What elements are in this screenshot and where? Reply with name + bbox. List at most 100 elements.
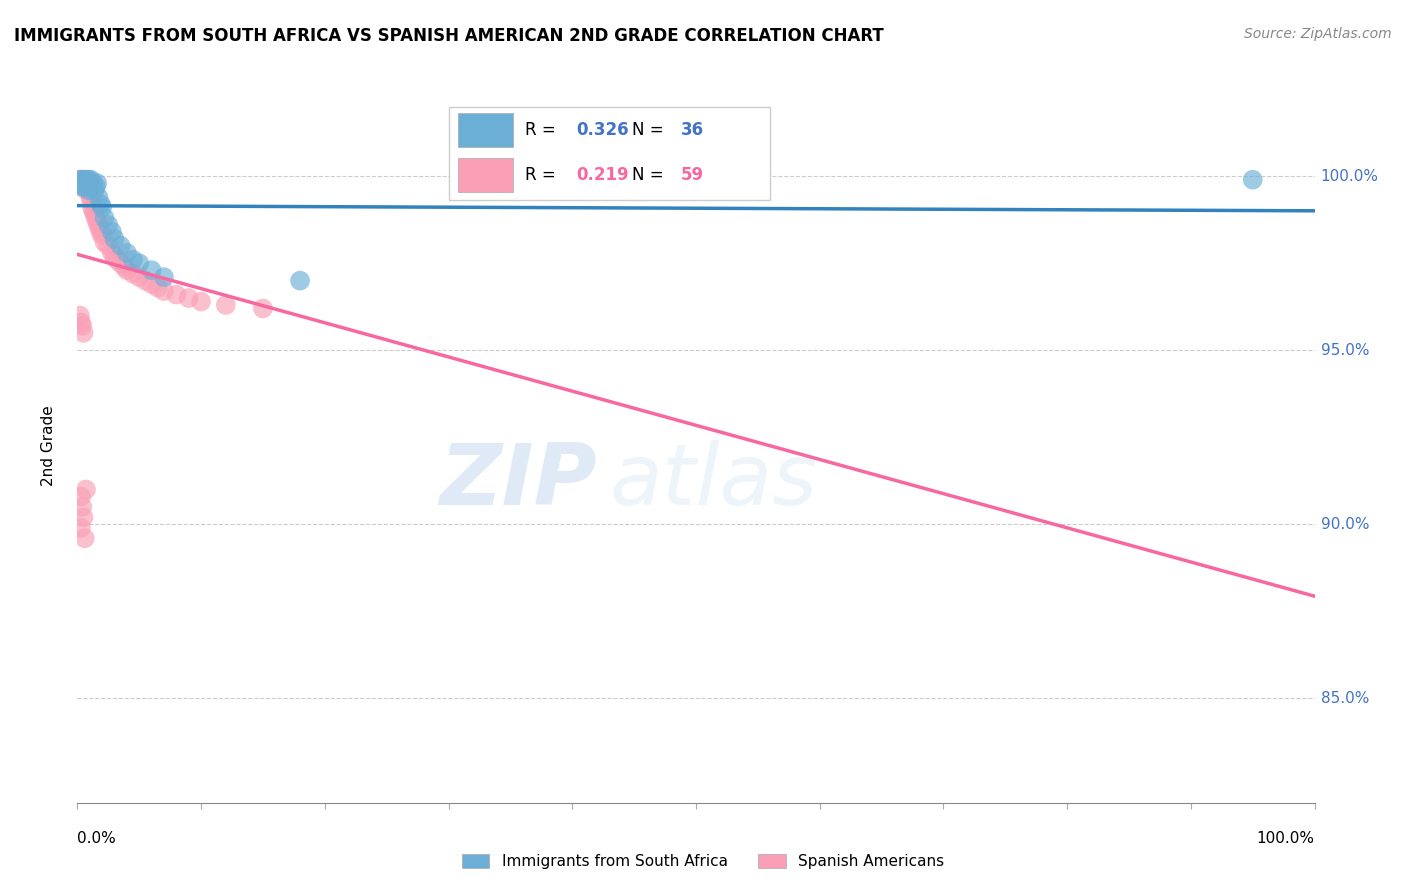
Point [76,179,98,194]
Text: 100.0%: 100.0% [1320,169,1379,184]
Point [90,225,112,239]
Point [105,252,128,267]
Point [91,201,114,215]
Point [79,179,101,194]
Text: ZIP: ZIP [439,440,598,524]
Point [1241,172,1264,186]
Point [77,172,100,186]
Point [110,239,132,253]
Point [84,211,107,225]
Point [112,260,135,274]
Point [86,214,108,228]
Point [89,221,111,235]
Point [80,190,103,204]
Point [153,270,176,285]
Point [90,197,112,211]
Point [110,256,132,270]
Point [82,204,104,219]
Point [93,235,115,250]
Point [69,172,91,186]
Text: 0.219: 0.219 [576,166,628,184]
Point [72,172,94,186]
Point [86,176,108,190]
Point [252,301,274,316]
Point [77,172,100,186]
Text: 100.0%: 100.0% [1257,831,1315,847]
Point [70,172,93,186]
Point [72,500,94,514]
Point [73,179,96,194]
Point [122,267,145,281]
Point [72,326,94,340]
Point [69,309,91,323]
Point [115,263,138,277]
FancyBboxPatch shape [458,112,513,147]
Point [215,298,238,312]
Point [288,274,311,288]
Point [128,270,150,285]
Point [103,249,125,263]
Point [72,510,94,524]
Point [72,172,94,186]
Y-axis label: 2nd Grade: 2nd Grade [42,406,56,486]
Point [80,194,103,208]
Point [67,172,90,186]
Point [75,172,97,186]
Point [82,201,104,215]
Point [79,176,101,190]
Point [134,274,156,288]
Point [79,176,101,190]
Point [101,225,124,239]
Text: R =: R = [526,121,561,139]
Point [70,521,93,535]
Text: atlas: atlas [609,440,817,524]
Point [165,287,187,301]
FancyBboxPatch shape [449,107,770,200]
Point [93,211,115,225]
Point [70,315,93,329]
Point [141,263,163,277]
Text: IMMIGRANTS FROM SOUTH AFRICA VS SPANISH AMERICAN 2ND GRADE CORRELATION CHART: IMMIGRANTS FROM SOUTH AFRICA VS SPANISH … [14,27,884,45]
Point [73,176,96,190]
Text: 95.0%: 95.0% [1320,343,1369,358]
Point [79,179,101,194]
Text: N =: N = [631,166,668,184]
Point [87,218,110,232]
Point [72,179,94,194]
Point [103,232,125,246]
Point [72,172,94,186]
Point [83,183,105,197]
Point [69,176,91,190]
Point [76,176,98,190]
Point [76,179,98,194]
Text: 36: 36 [681,121,704,139]
Point [76,176,98,190]
Point [75,183,97,197]
Point [70,490,93,504]
Point [72,176,94,190]
Text: 0.0%: 0.0% [77,831,117,847]
Point [87,190,110,204]
Point [97,218,120,232]
Point [91,228,114,243]
Point [190,294,212,309]
Point [83,207,105,221]
Point [128,256,150,270]
Text: 90.0%: 90.0% [1320,516,1369,532]
Text: R =: R = [526,166,561,184]
Text: 85.0%: 85.0% [1320,691,1369,706]
Text: 59: 59 [681,166,704,184]
Point [84,179,107,194]
Point [97,239,120,253]
Point [70,176,93,190]
Point [69,172,91,186]
Point [80,172,103,186]
Text: Source: ZipAtlas.com: Source: ZipAtlas.com [1244,27,1392,41]
Point [75,483,97,497]
Point [72,172,94,186]
Point [101,245,124,260]
Point [73,531,96,545]
Point [72,318,94,333]
Point [72,176,94,190]
Legend: Immigrants from South Africa, Spanish Americans: Immigrants from South Africa, Spanish Am… [456,848,950,875]
